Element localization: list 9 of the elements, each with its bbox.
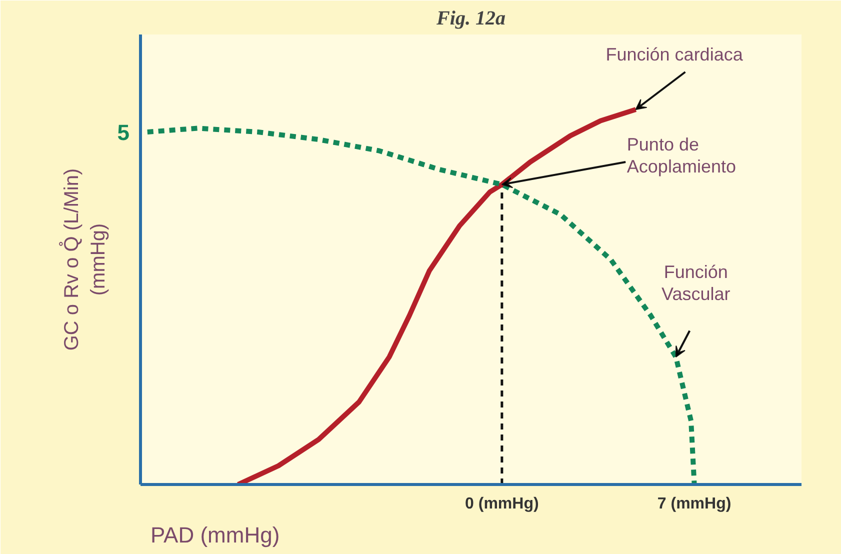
x-axis-title: PAD (mmHg) — [150, 522, 280, 548]
text: Función cardiaca — [606, 44, 744, 64]
y-axis-title: GC o Rv o Q̊ (L/Min) (mmHg) — [58, 168, 110, 351]
annotation: Punto de Acoplamiento — [626, 134, 736, 176]
series-label: Función Vascular — [662, 262, 730, 304]
x-tick-label: 7 (mmHg) — [657, 496, 732, 512]
chart-title: Fig. 12a — [436, 8, 506, 30]
x-tick-label: 0 (mmHg) — [465, 496, 539, 512]
text: 5 — [117, 120, 130, 145]
